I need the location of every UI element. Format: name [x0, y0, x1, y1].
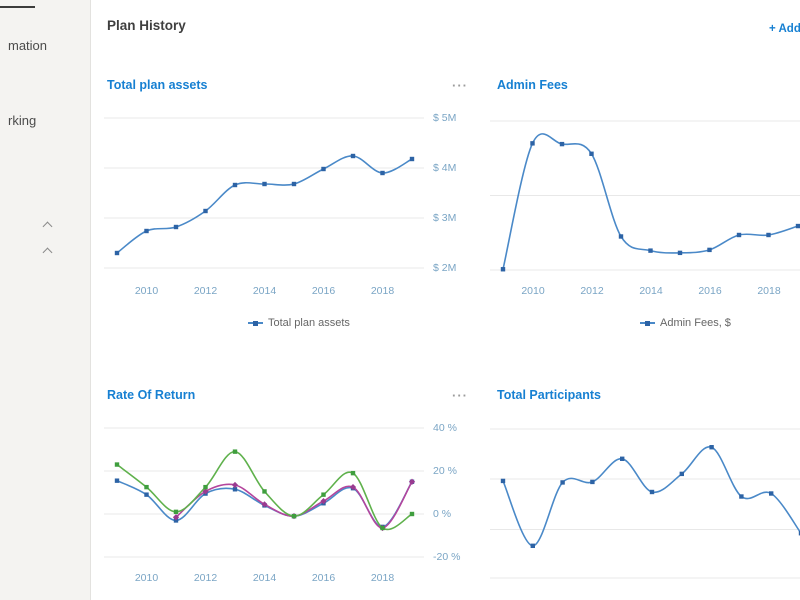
x-axis-tick-label: 2012 [580, 285, 604, 297]
legend-total-plan-assets[interactable]: Total plan assets [248, 317, 350, 329]
x-axis-tick-label: 2016 [311, 572, 336, 584]
y-axis-tick-label: $ 4M [433, 162, 457, 174]
sidebar-top-divider [0, 6, 35, 8]
chart-title-rate-of-return: Rate Of Return [107, 388, 196, 402]
chart-title-total-plan-assets: Total plan assets [107, 78, 208, 92]
x-axis-tick-label: 2014 [639, 285, 663, 297]
x-axis-tick-label: 2014 [252, 285, 277, 297]
add-button[interactable]: + Add [769, 23, 800, 35]
x-axis-tick-label: 2016 [311, 285, 336, 297]
sidebar: mation rking [0, 0, 91, 600]
legend-marker-icon [640, 320, 655, 326]
y-axis-tick-label: 20 % [433, 465, 457, 477]
ellipsis-menu-icon[interactable]: ··· [452, 388, 468, 403]
x-axis-tick-label: 2012 [193, 285, 218, 297]
y-axis-tick-label: 40 % [433, 422, 457, 434]
x-axis-tick-label: 2018 [370, 285, 395, 297]
x-axis-tick-label: 2018 [370, 572, 395, 584]
chart-title-admin-fees: Admin Fees [497, 78, 568, 92]
x-axis-tick-label: 2012 [193, 572, 218, 584]
legend-admin-fees[interactable]: Admin Fees, $ [640, 317, 731, 329]
sidebar-item-plan-information[interactable]: mation [8, 38, 48, 53]
y-axis-tick-label: 0 % [433, 508, 452, 520]
y-axis-tick-label: $ 5M [433, 112, 457, 124]
ellipsis-menu-icon[interactable]: ··· [452, 78, 468, 93]
legend-marker-icon [248, 320, 263, 326]
x-axis-tick-label: 2010 [134, 285, 159, 297]
y-axis-tick-label: -20 % [433, 551, 461, 563]
x-axis-tick-label: 2010 [134, 572, 159, 584]
sidebar-item-benchmarking[interactable]: rking [8, 113, 37, 128]
y-axis-tick-label: $ 3M [433, 212, 457, 224]
x-axis-tick-label: 2018 [757, 285, 781, 297]
page-title: Plan History [107, 18, 186, 33]
chart-title-total-participants: Total Participants [497, 388, 601, 402]
x-axis-tick-label: 2016 [698, 285, 722, 297]
legend-label: Admin Fees, $ [660, 317, 731, 329]
x-axis-tick-label: 2010 [521, 285, 545, 297]
y-axis-tick-label: $ 2M [433, 262, 457, 274]
legend-label: Total plan assets [268, 317, 350, 329]
x-axis-tick-label: 2014 [252, 572, 277, 584]
